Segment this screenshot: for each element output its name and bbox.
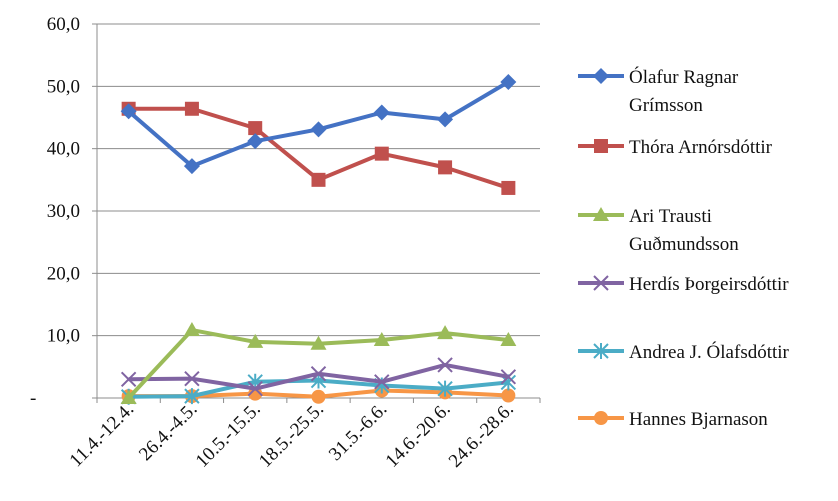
legend-label: Ólafur Ragnar (629, 66, 739, 88)
legend-label: Thóra Arnórsdóttir (629, 137, 773, 158)
y-tick-label: 20,0 (47, 263, 80, 284)
legend-item: Thóra Arnórsdóttir (578, 137, 773, 158)
x-tick-label: 10.5.-15.5. (192, 399, 265, 472)
data-point (120, 390, 137, 404)
legend-label: Grímsson (629, 95, 703, 116)
x-tick-label: 24.6.-28.6. (445, 399, 518, 472)
data-point (120, 103, 137, 120)
x-tick-label: 26.4.-4.5. (135, 399, 201, 465)
x-tick-label: 31.5.-6.6. (325, 399, 391, 465)
data-point (437, 111, 454, 128)
data-point (248, 121, 263, 136)
legend-label: Herdís Þorgeirsdóttir (629, 274, 789, 295)
data-point (500, 369, 517, 385)
data-point (184, 388, 200, 405)
data-point (120, 371, 137, 388)
legend-marker (593, 68, 609, 84)
legend-marker (593, 207, 609, 221)
data-point (310, 121, 327, 138)
legend-label: Guðmundsson (629, 234, 739, 255)
data-point (500, 332, 517, 347)
x-tick-label: 18.5.-25.5. (255, 399, 328, 472)
y-tick-label: - (30, 388, 36, 409)
data-point (438, 160, 453, 175)
legend-marker (593, 275, 609, 291)
data-point (373, 332, 390, 347)
data-point (500, 73, 517, 90)
legend-item: Andrea J. Ólafsdóttir (578, 341, 790, 363)
legend: Ólafur Ragnar Grímsson Thóra Arnórsdóttir A… (578, 66, 790, 430)
data-point (311, 389, 326, 404)
data-point (183, 158, 200, 175)
data-point (184, 370, 200, 387)
x-tick-labels: 11.4.-12.4.26.4.-4.5.10.5.-15.5.18.5.-25… (66, 399, 518, 472)
y-tick-label: 30,0 (47, 201, 80, 222)
series-1 (121, 101, 516, 195)
y-tick-label: 50,0 (47, 76, 80, 97)
data-point (247, 333, 264, 348)
data-point (374, 374, 390, 390)
legend-item: Ólafur Ragnar Grímsson (578, 66, 739, 116)
x-tick-label: 14.6.-20.6. (382, 399, 455, 472)
data-point (310, 335, 327, 350)
data-point (373, 104, 390, 121)
data-point (437, 325, 454, 340)
data-point (437, 357, 453, 373)
data-point (501, 388, 516, 403)
data-point (247, 380, 263, 397)
data-point (248, 386, 263, 401)
legend-label: Hannes Bjarnason (629, 409, 768, 430)
legend-label: Ari Trausti (629, 206, 712, 227)
series-layer (120, 73, 517, 405)
legend-item: Ari Trausti Guðmundsson (578, 206, 739, 255)
data-point (437, 380, 453, 397)
data-point (184, 101, 199, 116)
legend-marker (594, 411, 608, 425)
legend-item: Herdís Þorgeirsdóttir (578, 274, 789, 295)
x-tick-label: 11.4.-12.4. (66, 399, 139, 472)
y-tick-label: 40,0 (47, 139, 80, 160)
data-point (311, 172, 326, 187)
series-3 (120, 357, 517, 397)
series-2 (120, 322, 517, 404)
data-point (501, 180, 516, 195)
data-point (183, 322, 200, 337)
legend-item: Hannes Bjarnason (578, 409, 768, 430)
y-tick-label: 10,0 (47, 326, 80, 347)
legend-marker (594, 139, 608, 153)
series-0 (120, 73, 517, 175)
legend-label: Andrea J. Ólafsdóttir (629, 341, 790, 363)
data-point (247, 133, 264, 150)
y-tick-labels: - 10,0 20,0 30,0 40,0 50,0 60,0 (30, 14, 80, 409)
data-point (310, 365, 327, 382)
legend-marker (593, 343, 609, 359)
y-tick-label: 60,0 (47, 14, 80, 35)
data-point (374, 146, 389, 161)
